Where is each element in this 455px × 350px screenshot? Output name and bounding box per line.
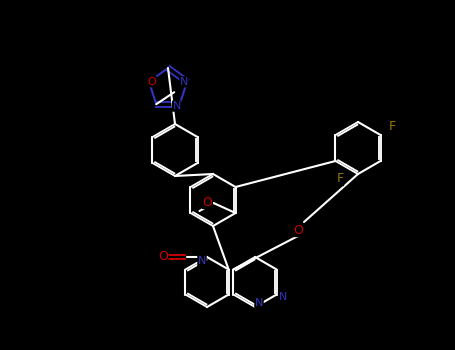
Text: O: O (293, 224, 303, 237)
Text: O: O (202, 196, 212, 209)
Text: O: O (158, 251, 168, 264)
Text: F: F (389, 120, 396, 133)
Text: N: N (278, 292, 287, 301)
Text: N: N (180, 77, 188, 87)
Text: O: O (147, 77, 157, 87)
Text: N: N (172, 101, 181, 111)
Text: F: F (336, 173, 344, 186)
Text: N: N (255, 298, 263, 308)
Text: N: N (198, 256, 206, 266)
